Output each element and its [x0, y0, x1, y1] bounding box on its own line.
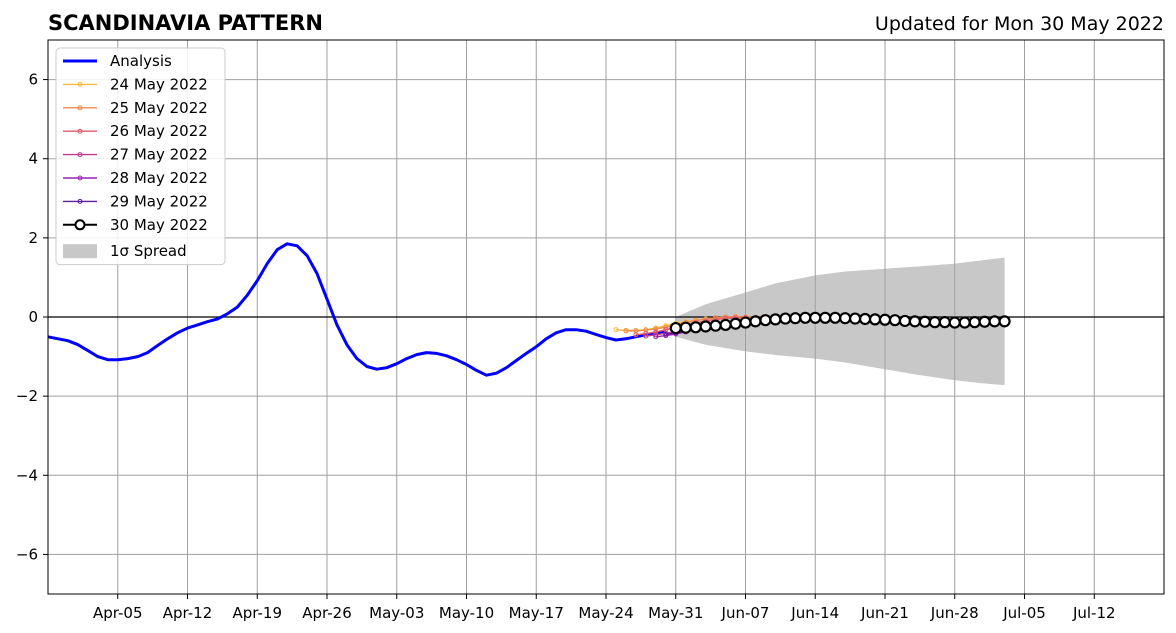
legend-box [55, 47, 226, 266]
series-point [938, 316, 951, 329]
plot-area: −6 −4 −2 0 2 4 6 Apr-05 Apr-12 Apr-19 Apr-26 May-03… [16, 39, 1165, 622]
series-point [663, 331, 669, 337]
series-point [789, 312, 802, 325]
series-point [623, 328, 629, 334]
series-point [998, 315, 1011, 328]
legend-label: 29 May 2022 [110, 192, 208, 210]
legend-label-analysis: Analysis [110, 52, 172, 70]
series-point [719, 318, 732, 332]
series-point [968, 316, 981, 329]
legend-swatch-spread [63, 244, 97, 259]
legend-marker [74, 219, 86, 231]
series-point [709, 319, 722, 332]
series-point [653, 334, 659, 340]
series-point [669, 321, 682, 335]
x-tick-label: May-17 [509, 604, 564, 622]
series-point [898, 314, 912, 328]
series-point [988, 315, 1001, 328]
series-point [978, 315, 991, 328]
x-tick-label: Jul-12 [1072, 604, 1116, 622]
legend-marker [77, 105, 83, 111]
legend-label-spread: 1σ Spread [110, 242, 187, 260]
legend-marker [77, 152, 83, 158]
series-point [858, 312, 872, 326]
series-point [948, 316, 961, 329]
series-point [958, 316, 971, 329]
legend-label: 30 May 2022 [110, 216, 208, 234]
y-tick-label: 4 [28, 150, 38, 168]
x-tick-label: Jun-07 [721, 604, 770, 622]
legend-marker [77, 128, 83, 134]
series-point [819, 311, 832, 324]
series-point [918, 315, 931, 328]
x-tick-label: Apr-12 [163, 604, 213, 622]
x-tick-label: Jul-05 [1002, 604, 1046, 622]
series-point [699, 320, 712, 333]
analysis-line [47, 242, 666, 377]
series-point [739, 316, 752, 329]
x-tick-label: Apr-19 [233, 604, 283, 622]
legend-label: 28 May 2022 [110, 169, 208, 187]
x-tick-label: Jun-21 [860, 604, 909, 622]
series-point [613, 327, 619, 333]
series-point [643, 333, 649, 339]
legend-label: 26 May 2022 [110, 122, 208, 140]
series-point [878, 313, 892, 326]
series-point [849, 312, 862, 325]
series-point [779, 312, 792, 325]
series-point [829, 311, 842, 324]
y-tick-label: 0 [28, 308, 38, 326]
legend-label: 25 May 2022 [110, 99, 208, 117]
y-tick-label: 2 [28, 229, 38, 247]
series-point [888, 314, 902, 327]
series-point [868, 313, 882, 326]
y-tick-label: −2 [16, 387, 38, 405]
legend-marker [77, 175, 83, 181]
x-tick-label: Apr-05 [93, 604, 143, 622]
y-tick-label: −6 [16, 545, 38, 563]
series-30-may-2022 [669, 311, 1011, 335]
series-point [679, 321, 692, 334]
legend-marker [77, 198, 83, 204]
legend: Analysis 24 May 2022 25 May 2022 26 May 202… [55, 47, 226, 266]
series-point [653, 326, 659, 332]
series-point [839, 312, 852, 325]
chart-subtitle: Updated for Mon 30 May 2022 [875, 13, 1164, 35]
y-tick-label: 6 [28, 71, 38, 89]
x-tick-label: Jun-14 [790, 604, 839, 622]
series-point [928, 316, 941, 329]
series-point [749, 315, 762, 328]
series-point [759, 314, 772, 327]
series-point [633, 332, 639, 338]
x-tick-label: Jun-28 [930, 604, 979, 622]
series-point [908, 315, 921, 328]
series-point [689, 321, 702, 334]
x-tick-label: May-03 [369, 604, 424, 622]
x-tick-label: May-31 [648, 604, 703, 622]
series-point [729, 317, 742, 330]
legend-label: 24 May 2022 [110, 75, 208, 93]
legend-marker [77, 81, 83, 87]
series-point [799, 311, 812, 324]
x-tick-label: May-10 [439, 604, 494, 622]
series-point [769, 313, 782, 326]
chart-title: SCANDINAVIA PATTERN [48, 11, 323, 35]
series-point [653, 329, 659, 335]
series-point [809, 311, 822, 324]
x-tick-label: May-24 [578, 604, 633, 622]
legend-label: 27 May 2022 [110, 146, 208, 164]
y-tick-label: −4 [16, 466, 38, 484]
x-tick-label: Apr-26 [302, 604, 352, 622]
